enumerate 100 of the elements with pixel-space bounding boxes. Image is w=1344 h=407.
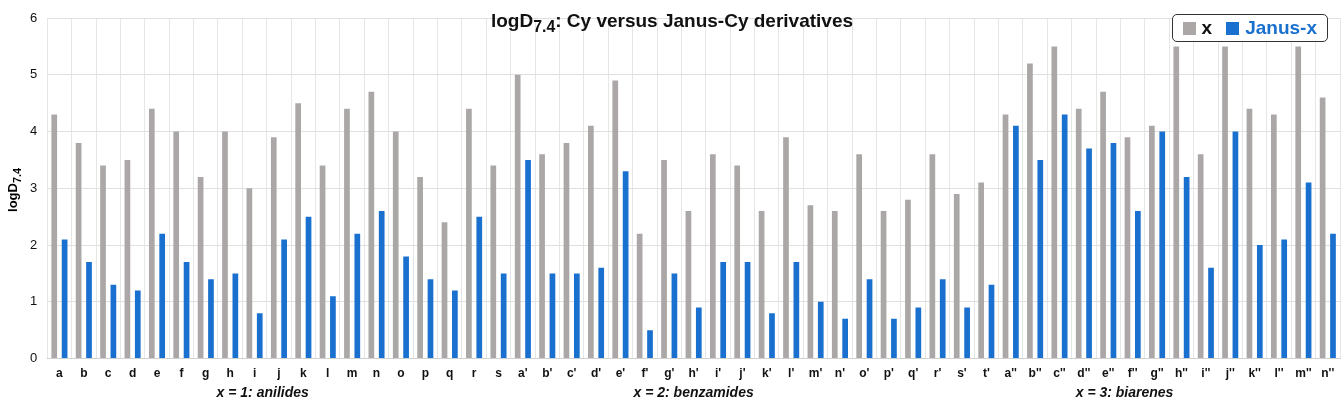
bar bbox=[354, 233, 361, 359]
bar bbox=[208, 279, 214, 359]
x-tick-label: r' bbox=[933, 366, 942, 381]
x-tick-label: f'' bbox=[1127, 366, 1138, 381]
bar bbox=[573, 273, 580, 359]
x-tick-label: b'' bbox=[1028, 366, 1042, 381]
bar bbox=[598, 267, 605, 359]
bar bbox=[783, 137, 789, 359]
x-tick-label: f' bbox=[641, 366, 649, 381]
x-tick-label: h' bbox=[688, 366, 699, 381]
bar bbox=[856, 154, 863, 359]
x-tick-label: p' bbox=[883, 366, 894, 381]
bar bbox=[1330, 233, 1336, 359]
bar bbox=[1208, 267, 1214, 359]
x-tick-label: c bbox=[104, 366, 112, 381]
bar bbox=[100, 165, 106, 359]
x-tick-label: d'' bbox=[1077, 366, 1091, 381]
bar bbox=[831, 211, 838, 359]
x-tick-label: j' bbox=[738, 366, 746, 381]
bar bbox=[500, 273, 507, 359]
x-tick-label: l' bbox=[788, 366, 795, 381]
bar bbox=[1051, 46, 1058, 359]
bar bbox=[256, 313, 263, 359]
y-tick-label: 0 bbox=[30, 350, 38, 366]
x-tick-label: n bbox=[372, 366, 381, 381]
bar bbox=[1256, 245, 1263, 359]
bar bbox=[1270, 114, 1277, 359]
x-tick-label: j bbox=[276, 366, 281, 381]
bar bbox=[647, 330, 653, 359]
x-tick-label: p bbox=[421, 366, 429, 381]
bar bbox=[368, 91, 375, 359]
x-tick-label: a' bbox=[518, 366, 528, 381]
bar bbox=[1037, 159, 1044, 359]
bar bbox=[490, 165, 497, 359]
x-tick-label: f bbox=[179, 366, 185, 381]
bar bbox=[525, 159, 531, 359]
x-tick-label: g bbox=[202, 366, 210, 381]
x-tick-label: l bbox=[326, 366, 330, 381]
bar bbox=[1135, 211, 1141, 359]
x-tick-label: s' bbox=[957, 366, 967, 381]
bar bbox=[891, 318, 897, 359]
x-tick-label: e'' bbox=[1102, 366, 1115, 381]
y-tick-label: 3 bbox=[30, 179, 38, 195]
x-tick-label: s bbox=[495, 366, 503, 381]
bar bbox=[1086, 148, 1092, 359]
text: x = 2: benzamides bbox=[632, 384, 754, 401]
y-tick-label: 1 bbox=[30, 293, 38, 309]
bar bbox=[539, 154, 545, 359]
bar bbox=[148, 108, 155, 359]
text: x = 1: anilides bbox=[215, 384, 310, 401]
bar bbox=[720, 262, 727, 359]
x-tick-label: b' bbox=[542, 366, 553, 381]
bar bbox=[392, 131, 399, 359]
bar bbox=[661, 159, 667, 359]
bar bbox=[378, 211, 385, 359]
bar bbox=[417, 176, 423, 359]
bar bbox=[915, 307, 922, 359]
x-tick-label: m'' bbox=[1295, 366, 1312, 381]
bar bbox=[270, 137, 277, 359]
x-tick-label: c'' bbox=[1053, 366, 1066, 381]
bar bbox=[978, 182, 984, 359]
bar bbox=[452, 290, 458, 359]
x-tick-label: i'' bbox=[1201, 366, 1211, 381]
bar bbox=[51, 114, 58, 359]
x-tick-label: a bbox=[56, 366, 64, 381]
legend-label: Janus-x bbox=[1245, 17, 1317, 39]
x-tick-label: k'' bbox=[1248, 366, 1261, 381]
x-tick-label: k bbox=[300, 366, 307, 381]
bar bbox=[905, 199, 911, 359]
bar bbox=[1295, 46, 1302, 359]
bar bbox=[1061, 114, 1068, 359]
bar bbox=[1281, 239, 1288, 359]
bar bbox=[514, 74, 521, 359]
bar bbox=[1222, 46, 1228, 359]
x-tick-label: t' bbox=[982, 366, 990, 381]
bar bbox=[281, 239, 287, 359]
bar bbox=[403, 256, 409, 359]
x-tick-label: l'' bbox=[1274, 366, 1284, 381]
x-tick-label: d' bbox=[590, 366, 602, 381]
x-tick-label: o bbox=[397, 366, 405, 381]
bar bbox=[842, 318, 848, 359]
x-tick-label: n'' bbox=[1321, 366, 1335, 381]
bar bbox=[86, 262, 92, 359]
bar bbox=[134, 290, 141, 359]
bar bbox=[476, 216, 483, 359]
x-tick-label: n' bbox=[834, 366, 846, 381]
x-tick-label: e' bbox=[615, 366, 626, 381]
bar bbox=[1100, 91, 1106, 359]
bar bbox=[695, 307, 702, 359]
x-tick-label: b bbox=[80, 366, 88, 381]
bar bbox=[222, 131, 228, 359]
x-tick-label: c' bbox=[566, 366, 577, 381]
bar bbox=[1149, 125, 1155, 359]
x-tick-label: m' bbox=[808, 366, 823, 381]
bar bbox=[295, 103, 302, 359]
x-tick-label: o' bbox=[859, 366, 870, 381]
x-tick-label: q' bbox=[908, 366, 919, 381]
x-tick-label: k' bbox=[762, 366, 772, 381]
bar bbox=[1027, 63, 1033, 359]
x-tick-label: d bbox=[128, 366, 137, 381]
